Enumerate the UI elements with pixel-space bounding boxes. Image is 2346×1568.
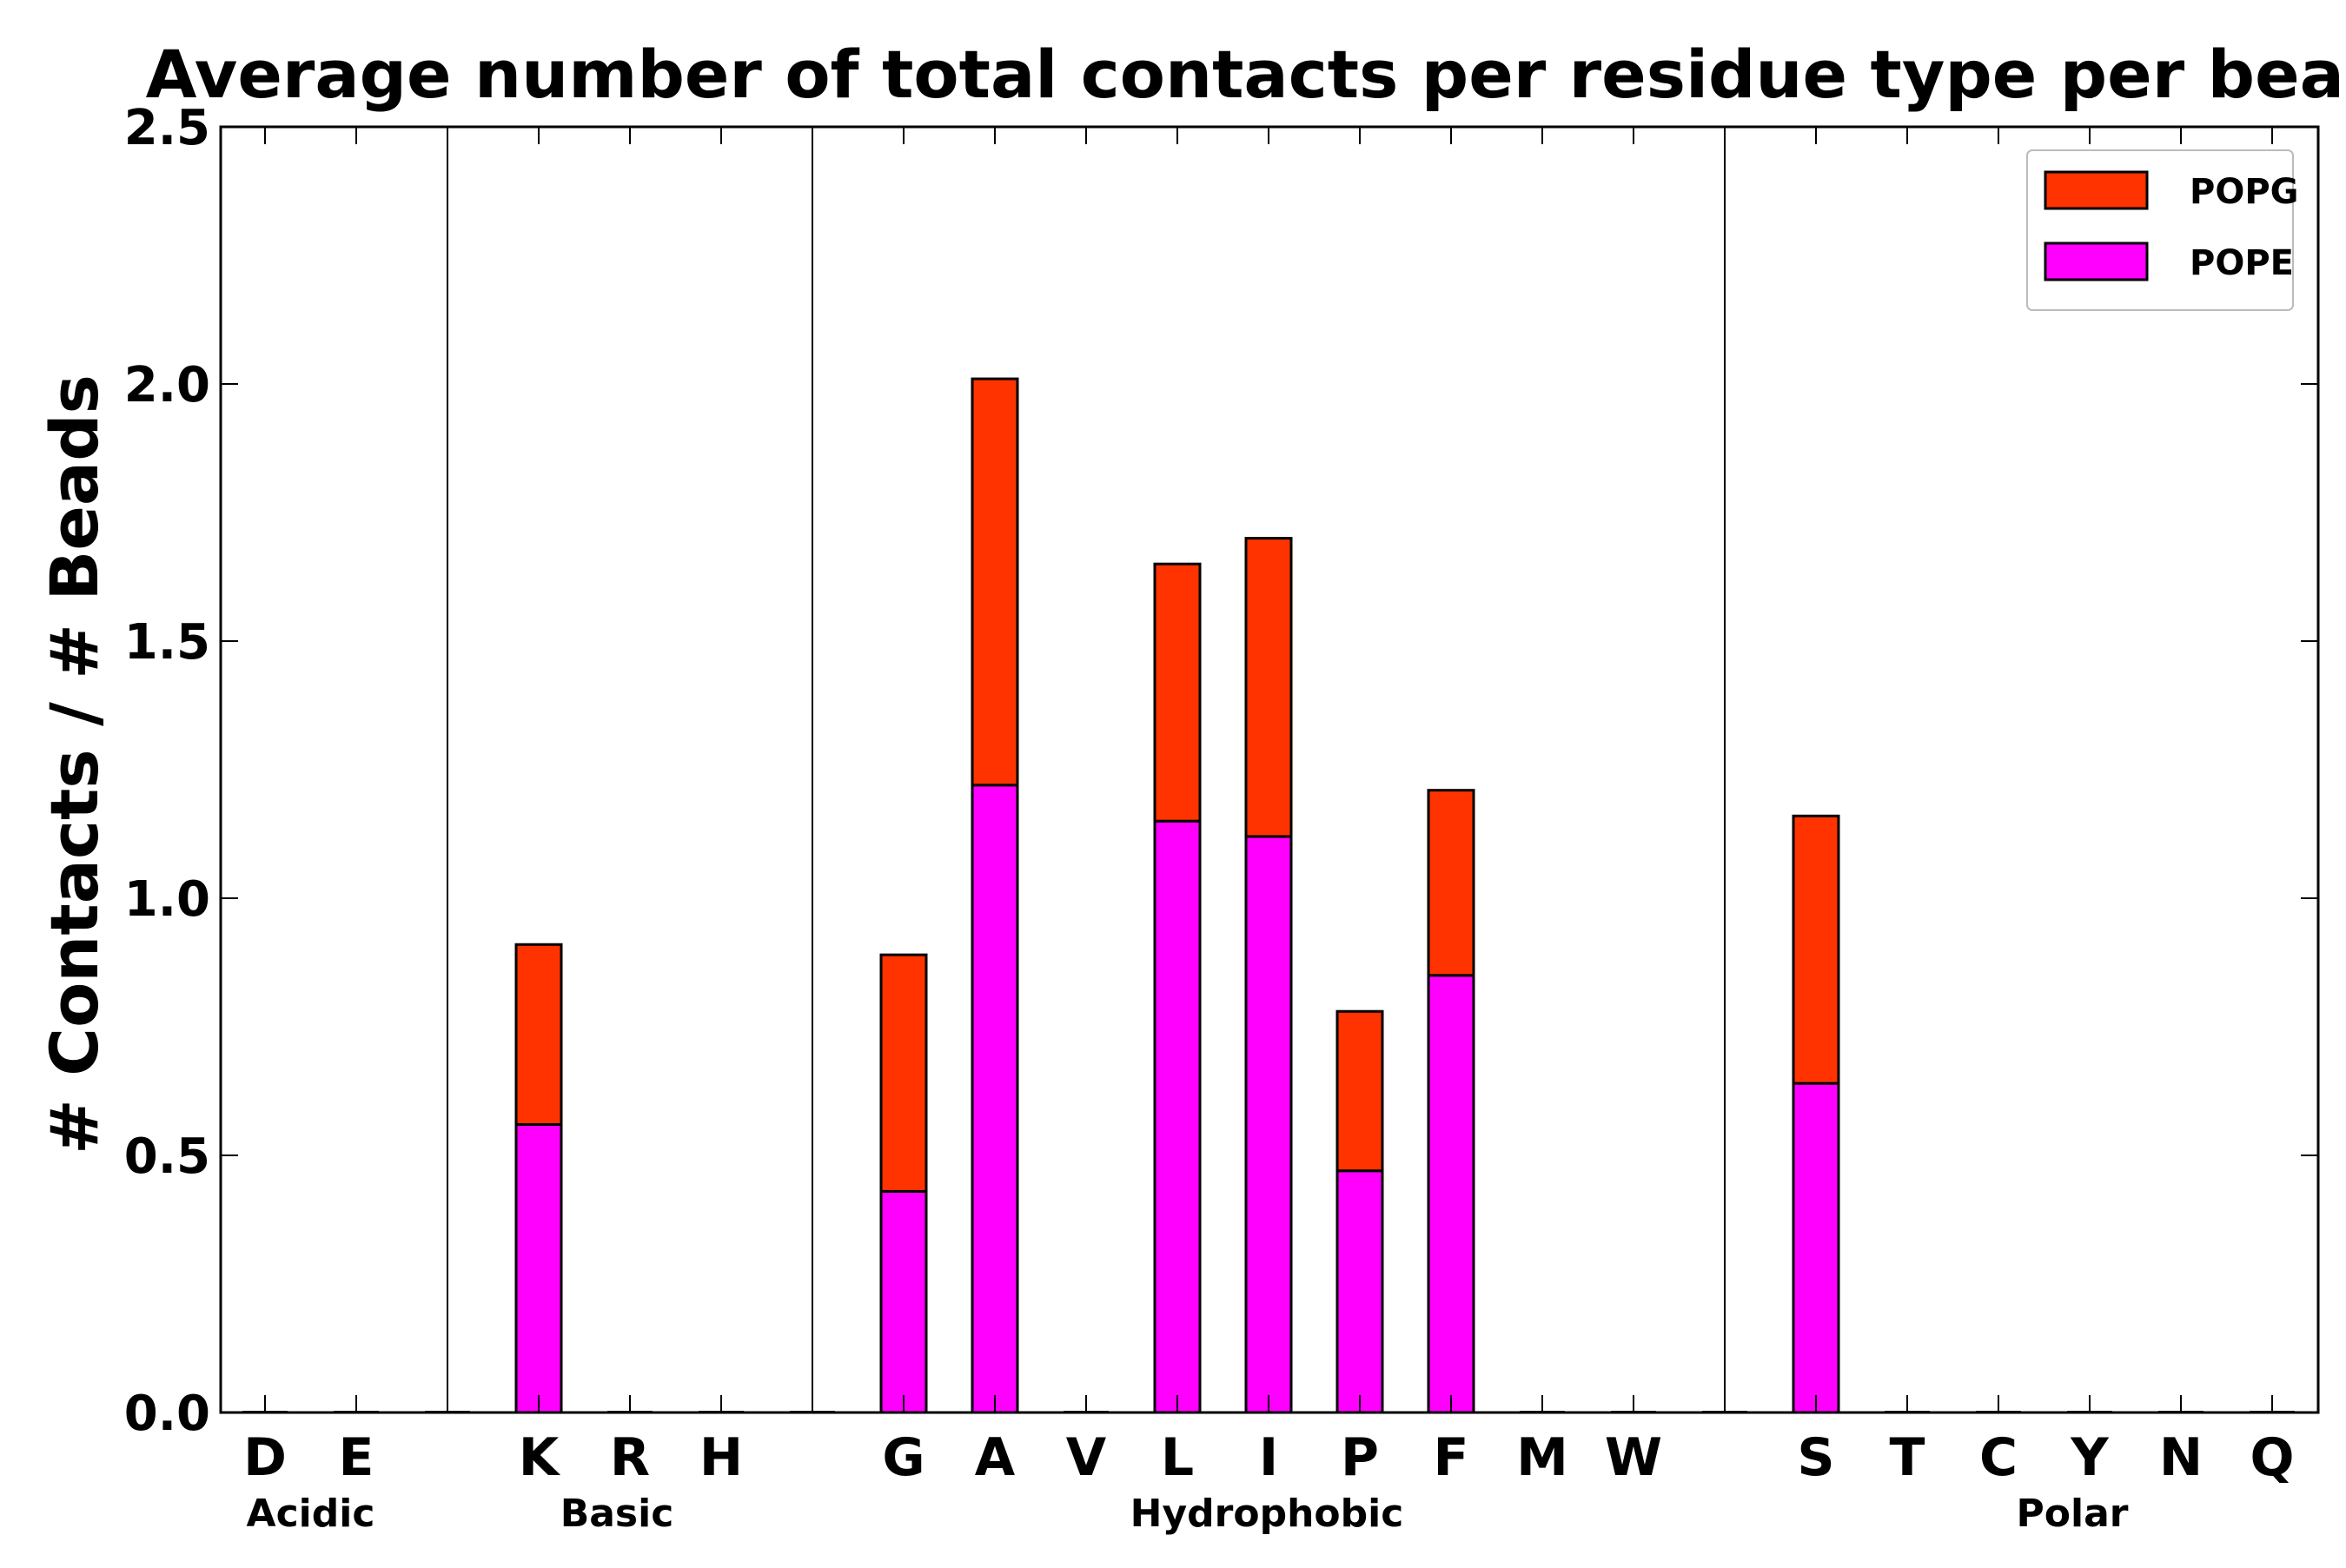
y-axis-label: # Contacts / # Beads (36, 374, 113, 1154)
x-tick-label: V (1066, 1427, 1107, 1488)
x-tick-label: W (1605, 1427, 1662, 1488)
group-label-basic: Basic (560, 1492, 674, 1536)
bar-popg-G (879, 953, 928, 1193)
chart-title: Average number of total contacts per res… (146, 36, 2346, 113)
x-tick-label: Y (2070, 1427, 2110, 1488)
x-tick-label: R (610, 1427, 650, 1488)
x-tick-label: P (1341, 1427, 1379, 1488)
group-label-acidic: Acidic (247, 1492, 375, 1536)
x-tick-label: I (1259, 1427, 1278, 1488)
legend-swatch-pope (2044, 241, 2149, 281)
x-tick-label: G (882, 1427, 924, 1488)
bar-popg-L (1153, 562, 1202, 823)
bar-popg-K (514, 943, 563, 1126)
bar-popg-I (1244, 537, 1293, 838)
bar-popg-S (1792, 814, 1840, 1085)
x-tick-label: Q (2250, 1427, 2294, 1488)
x-tick-label: A (975, 1427, 1016, 1488)
x-tick-label: E (339, 1427, 374, 1488)
y-tick-label: 0.5 (124, 1128, 210, 1185)
x-tick-label: K (519, 1427, 561, 1488)
plot-area: 0.0 0.5 1.0 1.5 2.0 2.5 D E K R H G A V L I P F M W S T C Y N Q Ac… (124, 100, 2320, 1536)
x-tick-label: D (243, 1427, 287, 1488)
y-tick-label: 2.5 (124, 100, 210, 156)
bar-pope-I (1244, 835, 1293, 1414)
x-tick-label: S (1797, 1427, 1834, 1488)
bar-pope-S (1792, 1082, 1840, 1414)
bar-pope-P (1335, 1169, 1384, 1414)
bar-popg-P (1335, 1009, 1384, 1173)
bar-popg-F (1427, 789, 1475, 977)
y-tick-label: 2.0 (124, 357, 210, 414)
y-tick-label: 1.5 (124, 614, 210, 671)
bar-pope-G (879, 1189, 928, 1414)
bar-pope-K (514, 1122, 563, 1414)
x-tick-label: M (1516, 1427, 1568, 1488)
x-tick-label: L (1161, 1427, 1194, 1488)
legend-swatch-popg (2044, 170, 2149, 210)
bar-popg-A (971, 377, 1019, 787)
bar-pope-A (971, 784, 1019, 1414)
y-tick-label: 1.0 (124, 871, 210, 928)
x-tick-label: T (1890, 1427, 1925, 1488)
legend-label-popg: POPG (2190, 172, 2298, 212)
group-label-hydrophobic: Hydrophobic (1130, 1492, 1404, 1536)
x-tick-label: N (2159, 1427, 2203, 1488)
x-tick-label: H (699, 1427, 743, 1488)
bar-pope-F (1427, 974, 1475, 1414)
group-label-polar: Polar (2017, 1492, 2129, 1536)
legend: POPG POPE (2026, 149, 2298, 311)
bar-pope-L (1153, 819, 1202, 1414)
x-tick-label: C (1979, 1427, 2018, 1488)
legend-label-pope: POPE (2190, 243, 2294, 283)
x-tick-label: F (1434, 1427, 1469, 1488)
y-tick-label: 0.0 (124, 1386, 210, 1442)
